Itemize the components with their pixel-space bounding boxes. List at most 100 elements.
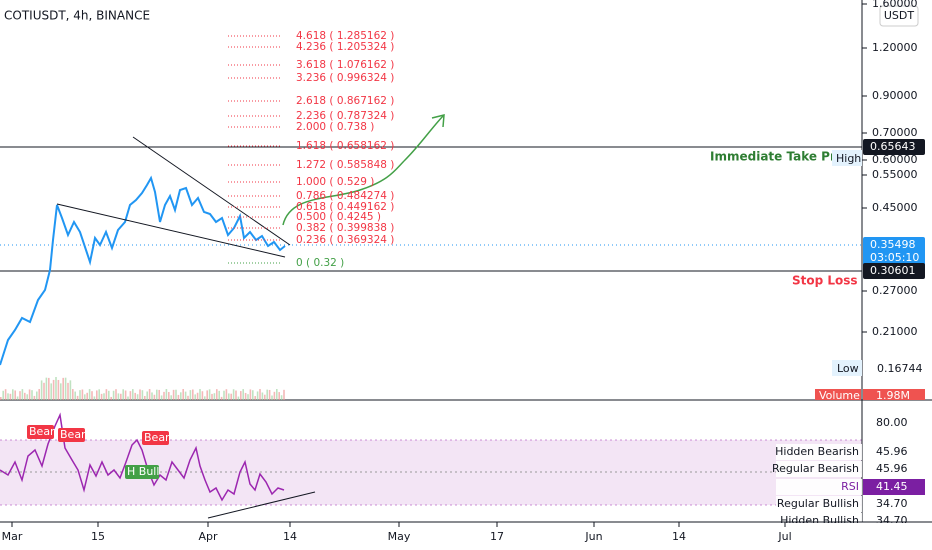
volume-bar — [163, 391, 165, 400]
volume-bar — [7, 393, 9, 400]
price-line — [0, 175, 286, 366]
volume-bar — [271, 395, 273, 400]
volume-bar — [69, 380, 72, 400]
fib-label: 4.236 ( 1.205324 ) — [296, 41, 394, 53]
volume-bar — [132, 389, 134, 400]
volume-bar — [72, 389, 74, 400]
volume-bar — [24, 392, 26, 400]
volume-bar — [108, 390, 110, 400]
volume-bar — [98, 389, 100, 400]
volume-bar — [172, 389, 175, 400]
volume-bar — [199, 389, 201, 400]
volume-bar — [60, 383, 62, 400]
divergence-label: Bear — [144, 431, 170, 444]
volume-bar — [112, 390, 115, 400]
rsi-top: 80.00 — [876, 416, 908, 429]
price-label: 0.55000 — [872, 168, 918, 181]
volume-bar — [86, 392, 88, 400]
volume-bar — [14, 390, 16, 400]
volume-bar — [144, 395, 146, 400]
volume-bar — [96, 390, 98, 400]
volume-bars — [0, 377, 285, 400]
volume-bar — [153, 394, 156, 400]
volume-bar — [38, 389, 40, 400]
volume-bar — [249, 389, 252, 400]
price-label: 0.27000 — [872, 284, 918, 297]
volume-tag-bg — [815, 389, 861, 400]
volume-bar — [165, 389, 168, 400]
volume-bar — [225, 389, 228, 400]
volume-bar — [136, 394, 139, 400]
volume-bar — [115, 389, 117, 400]
volume-bar — [4, 389, 7, 400]
volume-bar — [256, 391, 259, 400]
fib-label: 4.618 ( 1.285162 ) — [296, 30, 394, 42]
volume-bar — [139, 389, 141, 400]
rsi-label-bg — [776, 496, 862, 512]
volume-bar — [170, 395, 172, 400]
fib-label: 1.000 ( 0.529 ) — [296, 176, 374, 188]
volume-bar — [110, 396, 112, 400]
price-label: 1.20000 — [872, 41, 918, 54]
volume-bar — [127, 396, 129, 400]
volume-bar — [182, 389, 184, 400]
divergence-label: Bear — [29, 425, 55, 438]
rsi-value-bg — [863, 479, 925, 495]
volume-bar — [184, 391, 187, 400]
rsi-value: 41.45 — [876, 480, 908, 493]
divergence-bg — [27, 425, 54, 439]
volume-bar — [252, 390, 254, 400]
fib-label: 0.236 ( 0.369324 ) — [296, 234, 394, 246]
fib-label: 0.500 ( 0.4245 ) — [296, 211, 381, 223]
volume-bar — [43, 382, 45, 400]
volume-bar — [278, 392, 280, 400]
volume-bar — [208, 389, 211, 400]
volume-bar — [12, 389, 14, 400]
volume-bar — [276, 389, 278, 400]
price-label: 0.45000 — [872, 201, 918, 214]
take-profit-tag: 0.65643 — [870, 140, 916, 153]
volume-bar — [62, 377, 64, 400]
rsi-label: Hidden Bearish — [775, 445, 859, 458]
volume-bar — [141, 390, 144, 400]
time-label: 14 — [283, 530, 297, 543]
volume-bar — [146, 391, 148, 400]
stop-loss-annotation: Stop Loss — [792, 274, 858, 288]
trend-line — [132, 136, 291, 246]
price-label: 0.60000 — [872, 153, 918, 166]
volume-bar — [216, 389, 218, 400]
volume-bar — [91, 391, 93, 400]
rsi-label: Regular Bearish — [772, 462, 859, 475]
time-label: Jul — [777, 530, 791, 543]
time-label: Mar — [2, 530, 23, 543]
volume-bar — [103, 393, 105, 400]
volume-bar — [81, 389, 84, 400]
volume-bar — [36, 391, 38, 400]
high-bg — [832, 150, 862, 166]
price-label: 1.60000 — [872, 0, 918, 10]
time-label: 17 — [490, 530, 504, 543]
volume-bar — [168, 392, 170, 400]
volume-bar — [31, 390, 33, 400]
currency-box[interactable] — [879, 5, 919, 27]
volume-bar — [122, 389, 124, 400]
volume-bar — [134, 392, 136, 400]
volume-bar — [266, 389, 268, 400]
volume-bar — [220, 396, 223, 400]
volume-bar — [100, 393, 103, 400]
volume-bar — [280, 395, 283, 400]
divergence-label: Bear — [60, 428, 86, 441]
volume-bar — [194, 394, 196, 400]
price-label: 0.21000 — [872, 325, 918, 338]
rsi-label: RSI — [841, 480, 859, 493]
volume-bar — [196, 392, 199, 400]
rsi-value: 34.70 — [876, 497, 908, 510]
volume-bar — [268, 389, 271, 400]
fib-label: 0 ( 0.32 ) — [296, 257, 344, 269]
volume-bar — [21, 389, 24, 400]
volume-bar — [88, 389, 91, 400]
volume-bar — [124, 390, 127, 400]
rsi-label-bg — [776, 444, 862, 460]
price-label: 0.90000 — [872, 89, 918, 102]
last-price-tag-bg — [863, 237, 925, 253]
